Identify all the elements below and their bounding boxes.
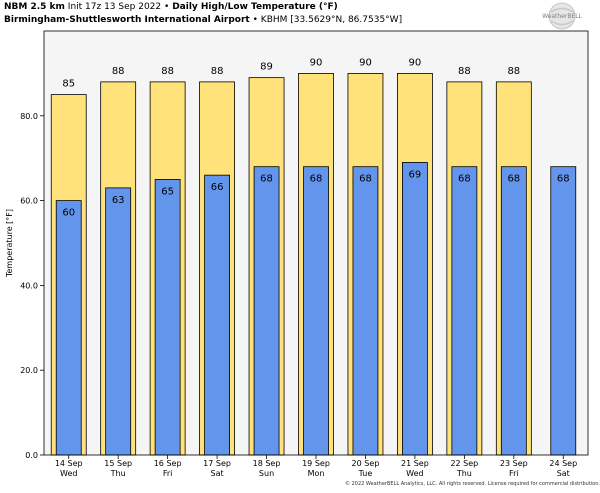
x-tick-date-label: 20 Sep (352, 459, 380, 468)
low-temp-label: 69 (409, 169, 422, 180)
x-tick-weekday-label: Mon (308, 469, 325, 478)
low-temp-label: 68 (507, 174, 520, 185)
high-temp-label: 90 (310, 57, 323, 68)
low-temp-bar (352, 166, 379, 456)
high-temp-label: 88 (161, 66, 174, 77)
x-tick-weekday-label: Sat (557, 469, 570, 478)
low-temp-bar (253, 166, 280, 456)
y-axis: 0.0 20.0 40.0 60.0 80.0 (20, 112, 44, 460)
x-tick-weekday-label: Thu (456, 469, 472, 478)
x-tick-date-label: 15 Sep (104, 459, 132, 468)
high-temp-label: 90 (409, 57, 422, 68)
y-tick-label: 60.0 (20, 197, 38, 206)
low-temp-bars: 60 63 65 66 68 68 68 69 68 68 68 (55, 162, 577, 456)
low-temp-bar (154, 178, 181, 456)
x-tick-date-label: 23 Sep (500, 459, 528, 468)
x-tick-weekday-label: Sat (211, 469, 224, 478)
high-temp-label: 88 (211, 66, 224, 77)
low-temp-label: 68 (557, 174, 570, 185)
station-info: KBHM [33.5629°N, 86.7535°W] (260, 15, 403, 25)
low-temp-bar (105, 187, 132, 456)
high-temp-label: 90 (359, 57, 372, 68)
logo-wordmark: WeatherBELL (542, 13, 583, 20)
y-tick-label: 40.0 (20, 281, 38, 290)
x-tick-date-label: 24 Sep (549, 459, 577, 468)
init-time: Init 17z 13 Sep 2022 (67, 2, 162, 12)
high-temp-label: 88 (112, 66, 125, 77)
x-tick-weekday-label: Sun (259, 469, 274, 478)
x-tick-date-label: 21 Sep (401, 459, 429, 468)
low-temp-label: 60 (62, 208, 75, 219)
x-tick-date-label: 19 Sep (302, 459, 330, 468)
chart-title-line: NBM 2.5 km Init 17z 13 Sep 2022 • Daily … (4, 2, 338, 12)
low-temp-bar (303, 166, 329, 456)
copyright-notice: © 2022 WeatherBELL Analytics, LLC. All r… (345, 481, 600, 487)
title-separator: • (164, 2, 170, 12)
low-temp-bar (500, 166, 527, 456)
station-name: Birmingham-Shuttlesworth International A… (4, 15, 250, 25)
low-temp-label: 66 (211, 182, 224, 193)
x-tick-date-label: 17 Sep (203, 459, 231, 468)
x-tick-date-label: 22 Sep (450, 459, 478, 468)
y-tick-label: 80.0 (20, 112, 38, 121)
model-name: NBM 2.5 km (4, 2, 65, 12)
low-temp-label: 65 (161, 186, 174, 197)
x-tick-weekday-label: Wed (406, 469, 423, 478)
y-axis-label: Temperature [°F] (5, 209, 14, 278)
x-tick-weekday-label: Wed (60, 469, 77, 478)
low-temp-bar (204, 174, 230, 456)
weatherbell-logo: WeatherBELL (542, 2, 583, 30)
x-tick-weekday-label: Thu (110, 469, 126, 478)
x-tick-weekday-label: Fri (163, 469, 173, 478)
low-temp-bar (402, 162, 428, 456)
y-tick-label: 20.0 (20, 366, 38, 375)
low-temp-bar (55, 200, 82, 456)
low-temp-label: 68 (310, 174, 323, 185)
plot-frame (43, 30, 589, 456)
x-tick-weekday-label: Fri (509, 469, 519, 478)
low-temp-label: 68 (359, 174, 372, 185)
x-tick-date-label: 18 Sep (253, 459, 281, 468)
low-temp-label: 68 (260, 174, 273, 185)
high-temp-label: 88 (507, 66, 520, 77)
low-temp-label: 63 (112, 195, 125, 206)
low-temp-bar (451, 166, 478, 456)
low-temp-label: 68 (458, 174, 471, 185)
x-tick-date-label: 14 Sep (55, 459, 83, 468)
station-separator: • (252, 15, 258, 25)
product-title: Daily High/Low Temperature (°F) (172, 2, 338, 12)
high-temp-label: 89 (260, 62, 273, 73)
y-tick-label: 0.0 (25, 451, 38, 460)
station-line: Birmingham-Shuttlesworth International A… (4, 15, 402, 25)
x-tick-weekday-label: Tue (358, 469, 373, 478)
high-temp-label: 88 (458, 66, 471, 77)
x-tick-date-label: 16 Sep (154, 459, 182, 468)
low-temp-bar (550, 166, 577, 456)
high-temp-label: 85 (62, 79, 75, 90)
